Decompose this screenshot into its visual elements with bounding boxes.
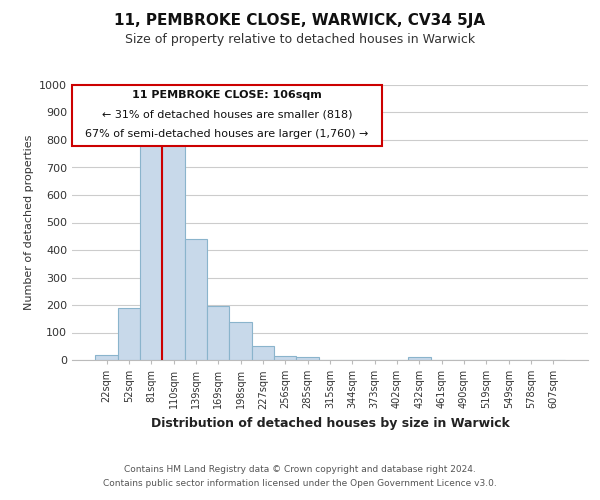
Text: 11, PEMBROKE CLOSE, WARWICK, CV34 5JA: 11, PEMBROKE CLOSE, WARWICK, CV34 5JA xyxy=(115,12,485,28)
Bar xyxy=(296,357,319,360)
Bar xyxy=(163,143,185,360)
FancyBboxPatch shape xyxy=(72,85,382,146)
Y-axis label: Number of detached properties: Number of detached properties xyxy=(23,135,34,310)
Text: 67% of semi-detached houses are larger (1,760) →: 67% of semi-detached houses are larger (… xyxy=(85,129,368,139)
Bar xyxy=(274,356,296,360)
Text: 11 PEMBROKE CLOSE: 106sqm: 11 PEMBROKE CLOSE: 106sqm xyxy=(132,90,322,101)
Text: ← 31% of detached houses are smaller (818): ← 31% of detached houses are smaller (81… xyxy=(101,110,352,120)
Bar xyxy=(185,239,207,360)
Bar xyxy=(207,306,229,360)
Bar xyxy=(95,354,118,360)
Text: Size of property relative to detached houses in Warwick: Size of property relative to detached ho… xyxy=(125,32,475,46)
X-axis label: Distribution of detached houses by size in Warwick: Distribution of detached houses by size … xyxy=(151,417,509,430)
Bar xyxy=(118,308,140,360)
Text: Contains HM Land Registry data © Crown copyright and database right 2024.
Contai: Contains HM Land Registry data © Crown c… xyxy=(103,466,497,487)
Bar xyxy=(229,322,252,360)
Bar xyxy=(408,357,431,360)
Bar xyxy=(252,346,274,360)
Bar xyxy=(140,143,163,360)
